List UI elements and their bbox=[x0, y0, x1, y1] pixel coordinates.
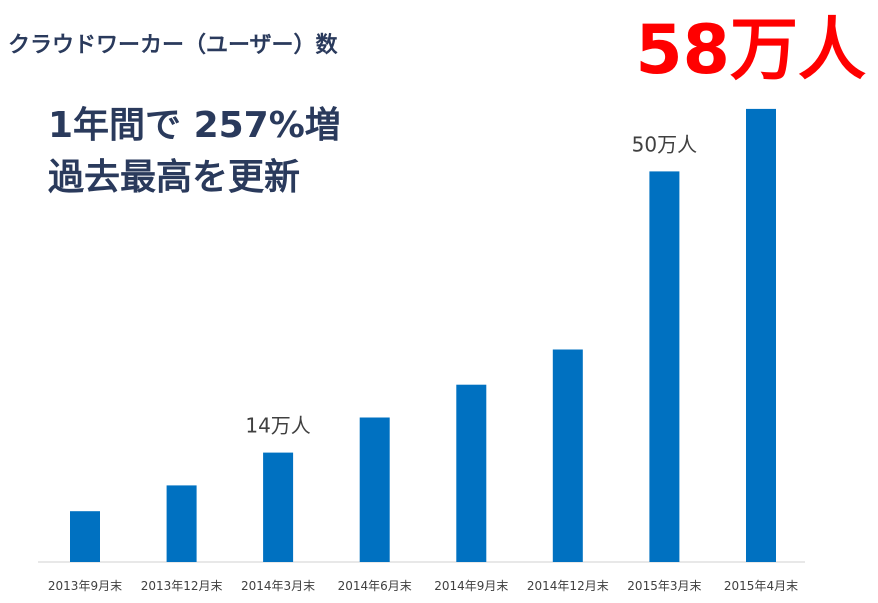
bar-3 bbox=[263, 452, 294, 562]
headline-line-1: 1年間で 257%増 bbox=[48, 105, 341, 146]
bar-6 bbox=[552, 349, 583, 562]
bars-group bbox=[70, 108, 776, 563]
annotations-group: 14万人 50万人 bbox=[245, 132, 697, 437]
data-label-2: 50万人 bbox=[632, 132, 697, 156]
headline-line-2: 過去最高を更新 bbox=[48, 157, 300, 198]
chart-title: クラウドワーカー（ユーザー）数 bbox=[8, 32, 339, 58]
x-tick-label-5: 2014年9月末 bbox=[434, 579, 508, 593]
bar-4 bbox=[359, 417, 390, 562]
x-tick-label-3: 2014年3月末 bbox=[241, 579, 315, 593]
highlight-value: 58万人 bbox=[635, 11, 866, 90]
x-tick-label-6: 2014年12月末 bbox=[527, 579, 609, 593]
x-tick-label-2: 2013年12月末 bbox=[141, 579, 223, 593]
bar-2 bbox=[166, 485, 197, 562]
bar-8 bbox=[746, 108, 776, 563]
data-label-1: 14万人 bbox=[245, 414, 310, 438]
x-tick-label-4: 2014年6月末 bbox=[338, 579, 412, 593]
x-tick-labels: 2013年9月末 2013年12月末 2014年3月末 2014年6月末 2014年9月… bbox=[48, 579, 798, 593]
bar-7 bbox=[649, 171, 680, 562]
bar-5 bbox=[456, 384, 487, 562]
x-tick-label-8: 2015年4月末 bbox=[724, 579, 798, 593]
bar-1 bbox=[70, 511, 100, 562]
x-tick-label-1: 2013年9月末 bbox=[48, 579, 122, 593]
x-tick-label-7: 2015年3月末 bbox=[627, 579, 701, 593]
